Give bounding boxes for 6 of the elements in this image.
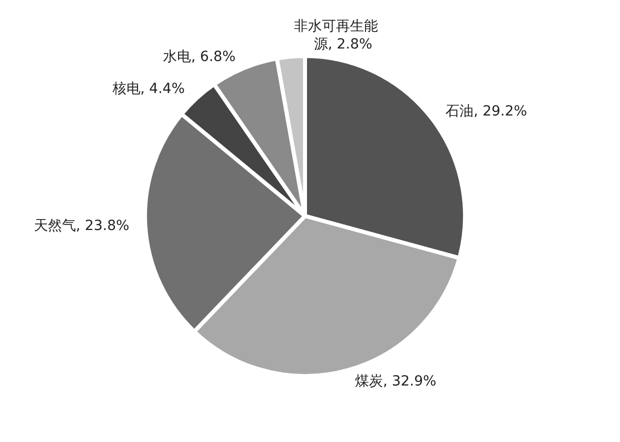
slice-label: 天然气, 23.8% — [34, 218, 130, 234]
slice-label: 石油, 29.2% — [446, 104, 528, 120]
slice-label: 水电, 6.8% — [163, 48, 236, 65]
slice-label: 煤炭, 32.9% — [354, 374, 436, 390]
slice-label: 非水可再生能源, 2.8% — [294, 18, 378, 53]
slice-label: 核电, 4.4% — [111, 81, 185, 98]
